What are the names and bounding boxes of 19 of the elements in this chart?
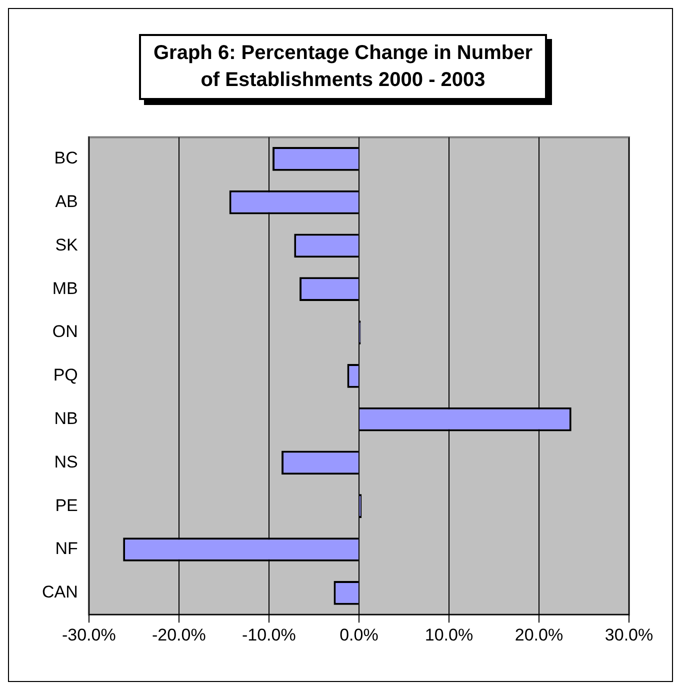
- x-tick-label: -20.0%: [152, 625, 206, 644]
- y-tick-label: CAN: [42, 582, 78, 602]
- y-tick-label: AB: [55, 192, 78, 211]
- y-tick-label: MB: [52, 278, 78, 298]
- x-tick-label: 0.0%: [340, 625, 378, 644]
- x-tick-label: 20.0%: [514, 625, 564, 644]
- x-tick-label: -30.0%: [62, 625, 116, 644]
- y-tick-label: ON: [52, 322, 78, 342]
- y-tick-label: PE: [55, 496, 78, 515]
- x-tick-label: -10.0%: [242, 625, 296, 644]
- x-tick-label: 30.0%: [604, 625, 654, 644]
- x-tick-label: 10.0%: [424, 625, 474, 644]
- y-tick-label: NS: [54, 452, 78, 472]
- y-tick-label: SK: [55, 235, 79, 254]
- chart-title: Graph 6: Percentage Change in Number of Establishments 2000 - 2003: [139, 34, 547, 100]
- y-tick-label: NB: [54, 408, 78, 428]
- y-tick-label: NF: [55, 539, 78, 558]
- y-tick-label: PQ: [53, 366, 78, 385]
- y-tick-label: BC: [54, 148, 78, 168]
